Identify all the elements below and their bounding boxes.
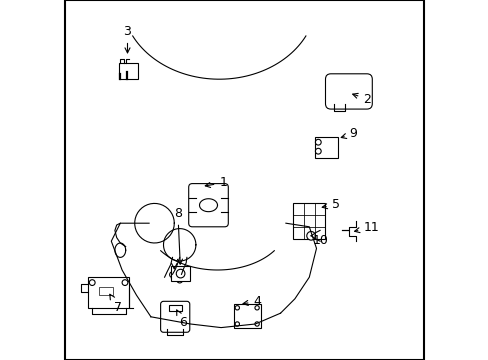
- Bar: [314, 137, 337, 158]
- Bar: [292, 203, 325, 239]
- Circle shape: [254, 306, 259, 310]
- Text: 2: 2: [352, 93, 370, 105]
- Text: 8: 8: [174, 207, 182, 264]
- Circle shape: [122, 280, 127, 285]
- Text: 1: 1: [205, 176, 227, 189]
- Circle shape: [315, 139, 321, 145]
- Text: 11: 11: [354, 221, 378, 234]
- Text: 9: 9: [341, 127, 357, 140]
- Circle shape: [254, 322, 259, 326]
- Circle shape: [306, 231, 315, 240]
- FancyBboxPatch shape: [188, 184, 228, 227]
- Text: 4: 4: [243, 295, 261, 308]
- Bar: [168, 305, 181, 311]
- Bar: [233, 304, 260, 328]
- Circle shape: [176, 269, 184, 278]
- Circle shape: [89, 280, 95, 285]
- Circle shape: [235, 322, 239, 326]
- Text: 3: 3: [123, 25, 131, 53]
- FancyBboxPatch shape: [325, 74, 371, 109]
- Circle shape: [315, 148, 321, 154]
- Text: 7: 7: [110, 294, 122, 314]
- Circle shape: [235, 306, 239, 310]
- Text: 6: 6: [176, 310, 187, 329]
- Bar: [118, 63, 138, 79]
- Text: 5: 5: [322, 198, 339, 211]
- Bar: [170, 266, 190, 281]
- Bar: [88, 277, 129, 308]
- Text: 10: 10: [311, 234, 327, 247]
- Bar: [99, 287, 113, 295]
- FancyBboxPatch shape: [160, 301, 189, 332]
